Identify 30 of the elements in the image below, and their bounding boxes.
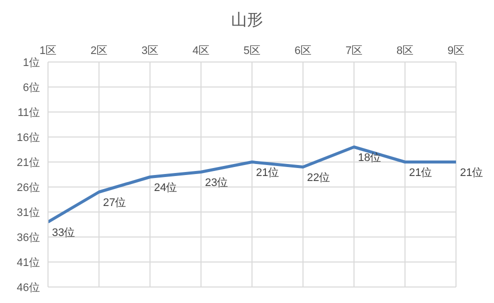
data-label: 23位	[205, 177, 228, 189]
data-label: 24位	[154, 182, 178, 194]
y-tick-label: 6位	[22, 82, 40, 94]
y-tick-label: 41位	[16, 256, 40, 269]
line-series	[48, 146, 456, 224]
data-label: 18位	[358, 152, 382, 164]
y-tick-label: 16位	[16, 132, 40, 144]
y-tick-label: 46位	[16, 282, 40, 294]
y-tick-label: 11位	[18, 106, 40, 119]
data-label: 21位	[460, 167, 484, 179]
y-tick-label: 21位	[16, 156, 40, 169]
y-tick-label: 31位	[16, 206, 40, 219]
x-tick-label: 4区	[192, 45, 210, 57]
x-tick-label: 8区	[396, 45, 414, 57]
y-tick-label: 36位	[16, 232, 40, 244]
x-tick-label: 5区	[243, 45, 261, 57]
y-tick-label: 1位	[22, 56, 40, 69]
x-tick-label: 6区	[294, 45, 312, 57]
x-tick-label: 9区	[447, 45, 465, 57]
x-tick-label: 2区	[90, 45, 108, 57]
x-tick-label: 3区	[141, 45, 159, 57]
x-tick-label: 1区	[39, 45, 57, 57]
data-label: 22位	[307, 172, 330, 184]
data-label: 27位	[103, 197, 126, 209]
chart-title: 山形	[230, 10, 264, 31]
data-label: 21位	[256, 167, 280, 179]
data-label: 21位	[409, 167, 432, 179]
data-label: 33位	[52, 227, 76, 239]
x-tick-label: 7区	[345, 45, 363, 57]
y-tick-label: 26位	[16, 182, 40, 194]
